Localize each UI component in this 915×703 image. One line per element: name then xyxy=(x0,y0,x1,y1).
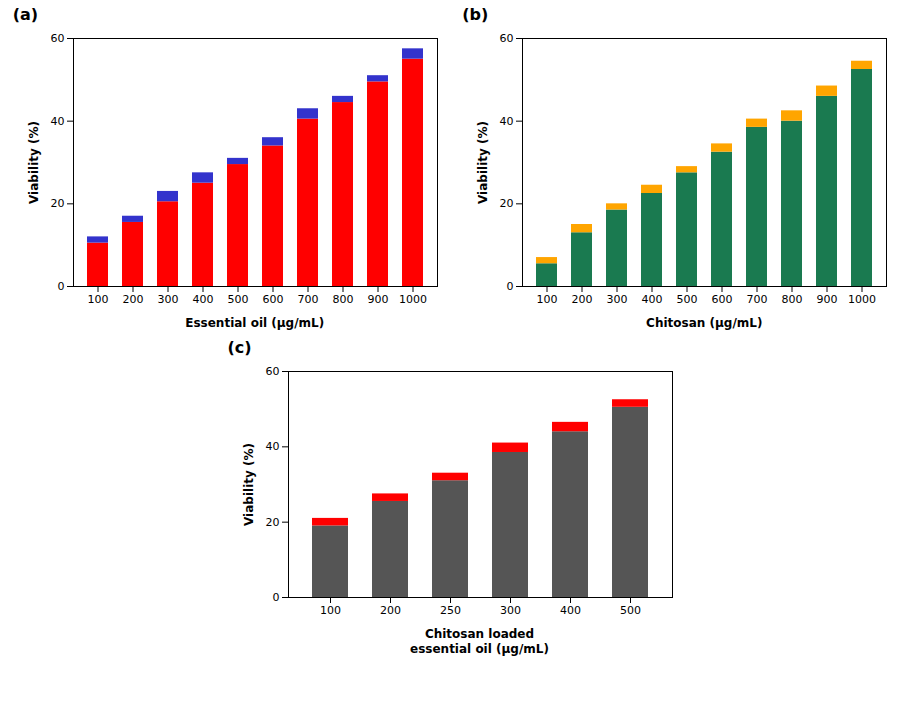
html-text:Chitosan loaded essential oil: Chitosan loaded essential oil (μg/mL) xyxy=(410,627,549,656)
svg-text:60: 60 xyxy=(50,32,64,45)
svg-text:Viability (%): Viability (%) xyxy=(476,121,490,204)
html-text:Essential oil (μg/mL): Essential oil (μg/mL) xyxy=(185,316,325,330)
svg-text:700: 700 xyxy=(297,293,318,306)
svg-text:40: 40 xyxy=(50,115,64,128)
svg-text:40: 40 xyxy=(500,115,514,128)
svg-text:300: 300 xyxy=(157,293,178,306)
svg-text:600: 600 xyxy=(262,293,283,306)
svg-text:1000: 1000 xyxy=(399,293,427,306)
svg-text:500: 500 xyxy=(677,293,698,306)
svg-text:40: 40 xyxy=(265,440,279,453)
svg-text:700: 700 xyxy=(747,293,768,306)
svg-text:800: 800 xyxy=(332,293,353,306)
svg-text:0: 0 xyxy=(507,280,514,293)
svg-text:20: 20 xyxy=(500,197,514,210)
svg-text:Viability (%): Viability (%) xyxy=(27,121,41,204)
svg-text:100: 100 xyxy=(320,604,341,617)
svg-text:400: 400 xyxy=(192,293,213,306)
svg-text:1000: 1000 xyxy=(848,293,876,306)
svg-text:60: 60 xyxy=(265,365,279,378)
svg-text:20: 20 xyxy=(50,197,64,210)
html-text:(c): (c) xyxy=(227,338,252,357)
svg-text:300: 300 xyxy=(500,604,521,617)
svg-text:200: 200 xyxy=(380,604,401,617)
svg-text:200: 200 xyxy=(122,293,143,306)
svg-text:500: 500 xyxy=(620,604,641,617)
svg-text:400: 400 xyxy=(560,604,581,617)
svg-text:900: 900 xyxy=(817,293,838,306)
svg-text:900: 900 xyxy=(367,293,388,306)
svg-text:100: 100 xyxy=(87,293,108,306)
html-text:(b): (b) xyxy=(462,5,489,24)
svg-text:60: 60 xyxy=(500,32,514,45)
svg-text:300: 300 xyxy=(607,293,628,306)
svg-text:0: 0 xyxy=(272,591,279,604)
svg-text:Viability (%): Viability (%) xyxy=(242,443,256,526)
html-text:Chitosan (μg/mL): Chitosan (μg/mL) xyxy=(646,316,763,330)
svg-text:20: 20 xyxy=(265,516,279,529)
svg-text:600: 600 xyxy=(712,293,733,306)
html-text:(a): (a) xyxy=(12,5,39,24)
svg-text:250: 250 xyxy=(440,604,461,617)
svg-text:800: 800 xyxy=(782,293,803,306)
svg-text:400: 400 xyxy=(642,293,663,306)
svg-text:0: 0 xyxy=(57,280,64,293)
svg-text:200: 200 xyxy=(572,293,593,306)
svg-text:500: 500 xyxy=(227,293,248,306)
svg-text:100: 100 xyxy=(537,293,558,306)
